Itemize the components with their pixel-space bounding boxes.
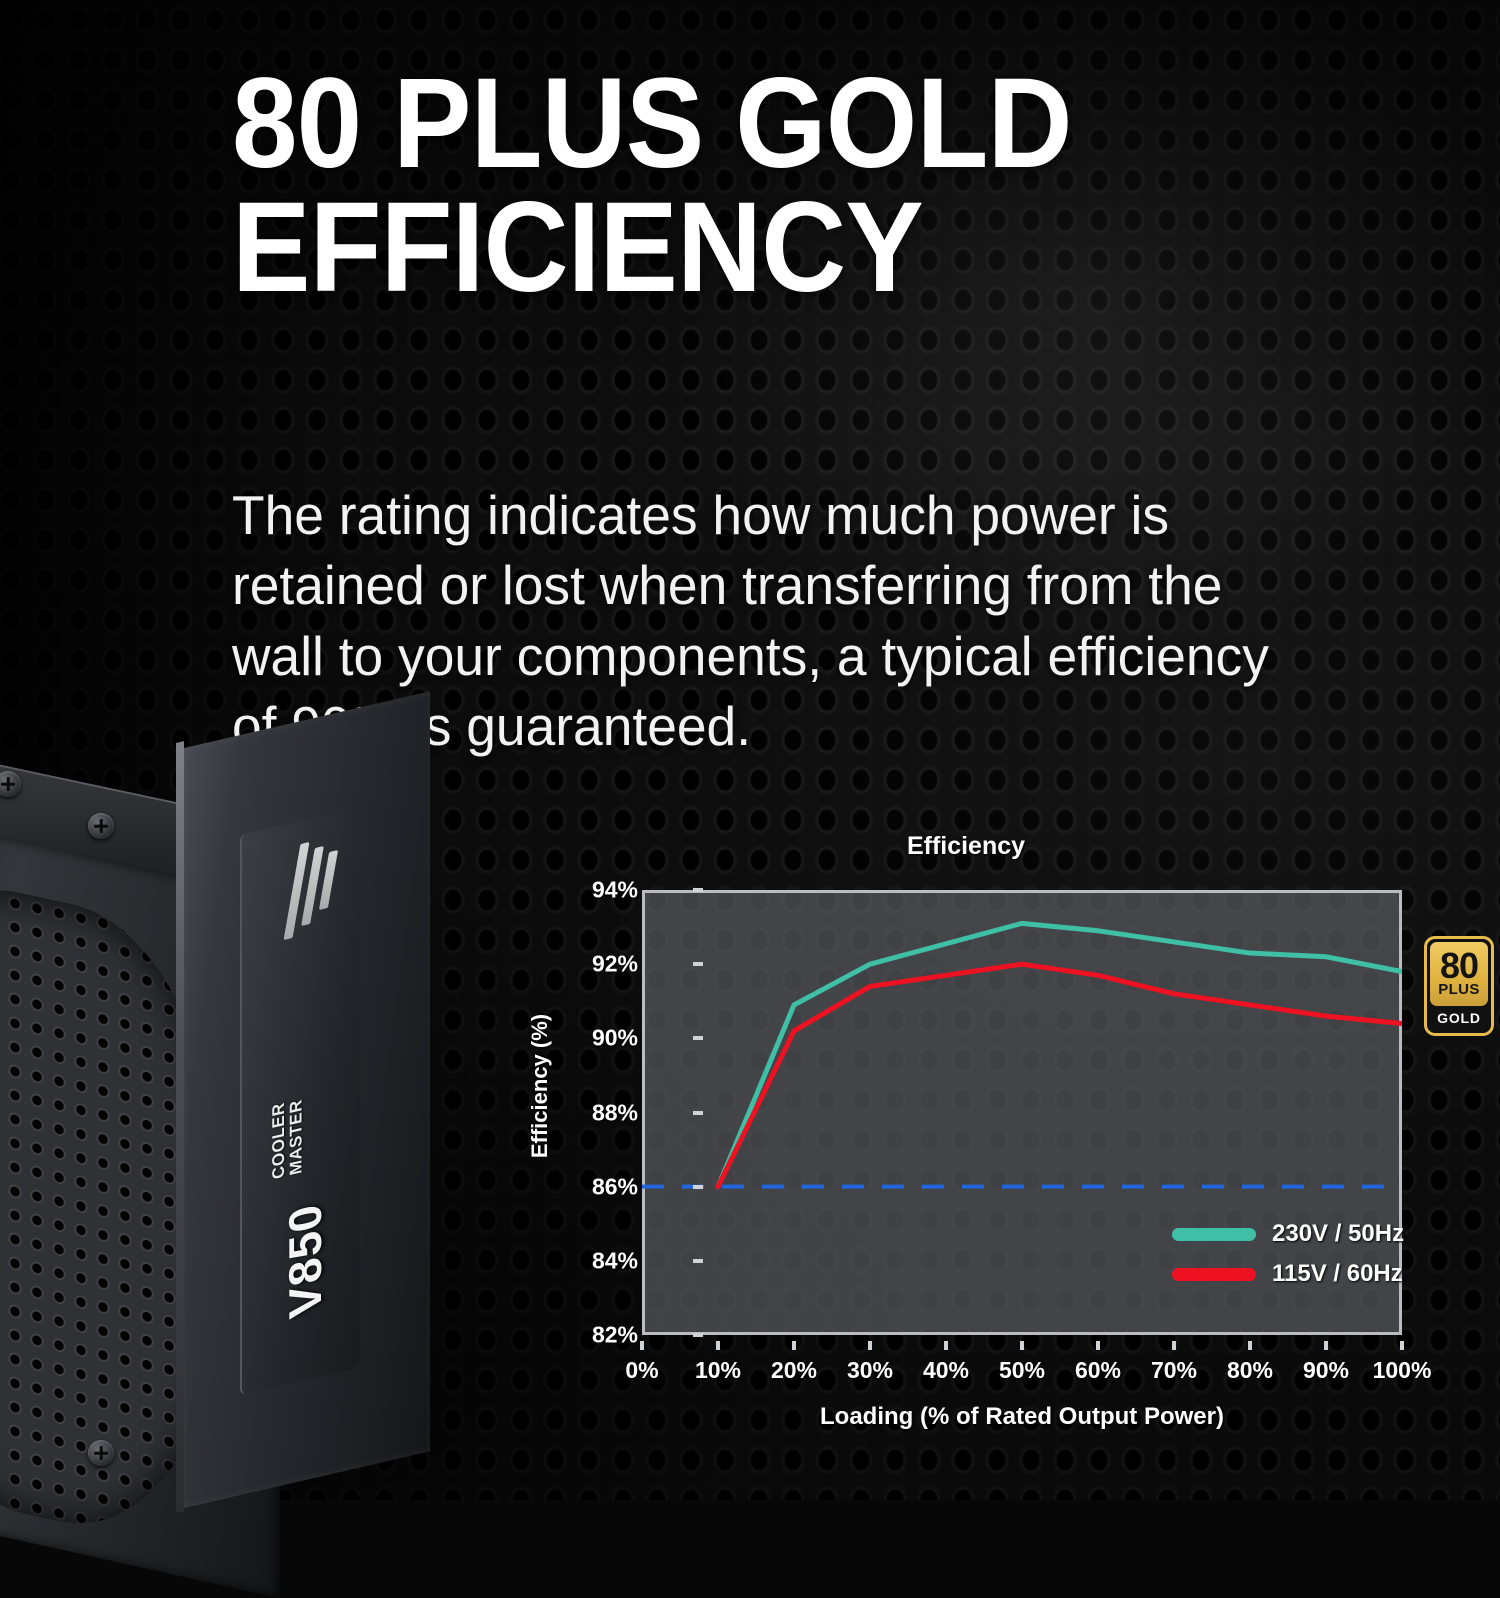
y-axis-tick-label: 84% (591, 1247, 638, 1274)
efficiency-chart: Efficiency 82% 84% 86% 88% 90% 92% 94% 0% 10% 20… (492, 818, 1500, 1458)
brand-line-1: COOLER (269, 1100, 288, 1181)
x-axis-tick-label: 60% (1074, 1357, 1122, 1383)
x-axis-tick-mark (1400, 1341, 1404, 1350)
y-axis-tick-label: 82% (591, 1321, 638, 1348)
cooler-master-logo: COOLER MASTER (269, 1097, 306, 1181)
x-axis-tick-label: 90% (1302, 1357, 1350, 1383)
80-plus-gold-badge: 80 PLUS GOLD (1424, 936, 1494, 1036)
y-axis-label: Efficiency (%) (527, 1013, 552, 1159)
y-axis-tick-mark (693, 1333, 703, 1337)
psu-screw (88, 813, 114, 839)
x-axis-tick-label: 50% (998, 1357, 1046, 1383)
chart-title: Efficiency (906, 832, 1026, 860)
x-axis-tick-label: 100% (1372, 1357, 1432, 1383)
x-axis-label: Loading (% of Rated Output Power) (820, 1403, 1224, 1430)
x-axis-tick-label: 80% (1226, 1357, 1274, 1383)
legend-item: 115V / 60Hz (1172, 1260, 1412, 1288)
x-axis-tick-mark (944, 1341, 948, 1350)
y-axis-tick-mark (693, 962, 703, 967)
psu-brand-badge: COOLER MASTER V850 (269, 1087, 350, 1395)
legend-label: 230V / 50Hz (1272, 1220, 1405, 1247)
badge-tier-text: GOLD (1437, 1010, 1481, 1026)
x-axis-tick-label: 10% (694, 1357, 742, 1383)
y-axis-tick-label: 94% (591, 876, 638, 903)
x-axis-tick-label: 70% (1150, 1357, 1198, 1383)
x-axis-tick-mark (1020, 1341, 1024, 1350)
x-axis-tick-mark (1248, 1341, 1252, 1350)
badge-number: 80 (1439, 944, 1479, 986)
y-axis-tick-mark (693, 1036, 703, 1041)
badge-inner-panel: 80 PLUS (1430, 942, 1488, 1006)
brand-line-2: MASTER (286, 1097, 306, 1177)
legend-swatch (1172, 1227, 1256, 1241)
legend-swatch (1172, 1267, 1256, 1281)
x-axis-ticks: 0% 10% 20% 30% 40% 50% 60% 70% 80% 90% 100% (625, 1341, 1431, 1401)
x-axis-tick-label: 0% (625, 1357, 659, 1383)
plot-lines (642, 920, 1402, 1190)
series-line-115v-60hz (715, 961, 1402, 1190)
x-axis-tick-mark (640, 1341, 644, 1350)
badge-plus-text: PLUS (1438, 981, 1480, 999)
y-axis-tick-label: 86% (591, 1173, 638, 1200)
legend-label: 115V / 60Hz (1272, 1260, 1403, 1287)
x-axis-tick-mark (1172, 1341, 1176, 1350)
x-axis-tick-mark (1096, 1341, 1100, 1350)
x-axis-tick-mark (716, 1341, 720, 1350)
psu-screw (0, 771, 21, 797)
y-axis-tick-mark (693, 1110, 703, 1115)
x-axis-tick-mark (1324, 1341, 1328, 1350)
series-line-230v-50hz (715, 920, 1402, 1190)
x-axis-tick-label: 40% (922, 1357, 970, 1383)
psu-screw (88, 1440, 114, 1466)
y-axis-tick-mark (693, 888, 703, 892)
psu-corner-edge (176, 741, 184, 1513)
y-axis-tick-label: 88% (591, 1099, 638, 1125)
x-axis-tick-label: 20% (770, 1357, 818, 1383)
x-axis-tick-mark (868, 1341, 872, 1350)
legend-item: 230V / 50Hz (1172, 1220, 1412, 1248)
page-title: 80 PLUS GOLD EFFICIENCY (232, 52, 1073, 320)
psu-product-image: COOLER MASTER V850 (0, 691, 500, 1598)
psu-model-label: V850 (279, 1198, 331, 1323)
x-axis-tick-label: 30% (846, 1357, 894, 1383)
y-axis-tick-label: 92% (591, 950, 638, 977)
chart-legend: 230V / 50Hz 115V / 60Hz (1172, 1220, 1412, 1300)
x-axis-tick-mark (792, 1341, 796, 1350)
y-axis-tick-mark (693, 1184, 703, 1189)
y-axis-tick-mark (693, 1258, 703, 1263)
y-axis-ticks: 82% 84% 86% 88% 90% 92% 94% (548, 877, 703, 1348)
y-axis-tick-label: 90% (591, 1024, 638, 1051)
